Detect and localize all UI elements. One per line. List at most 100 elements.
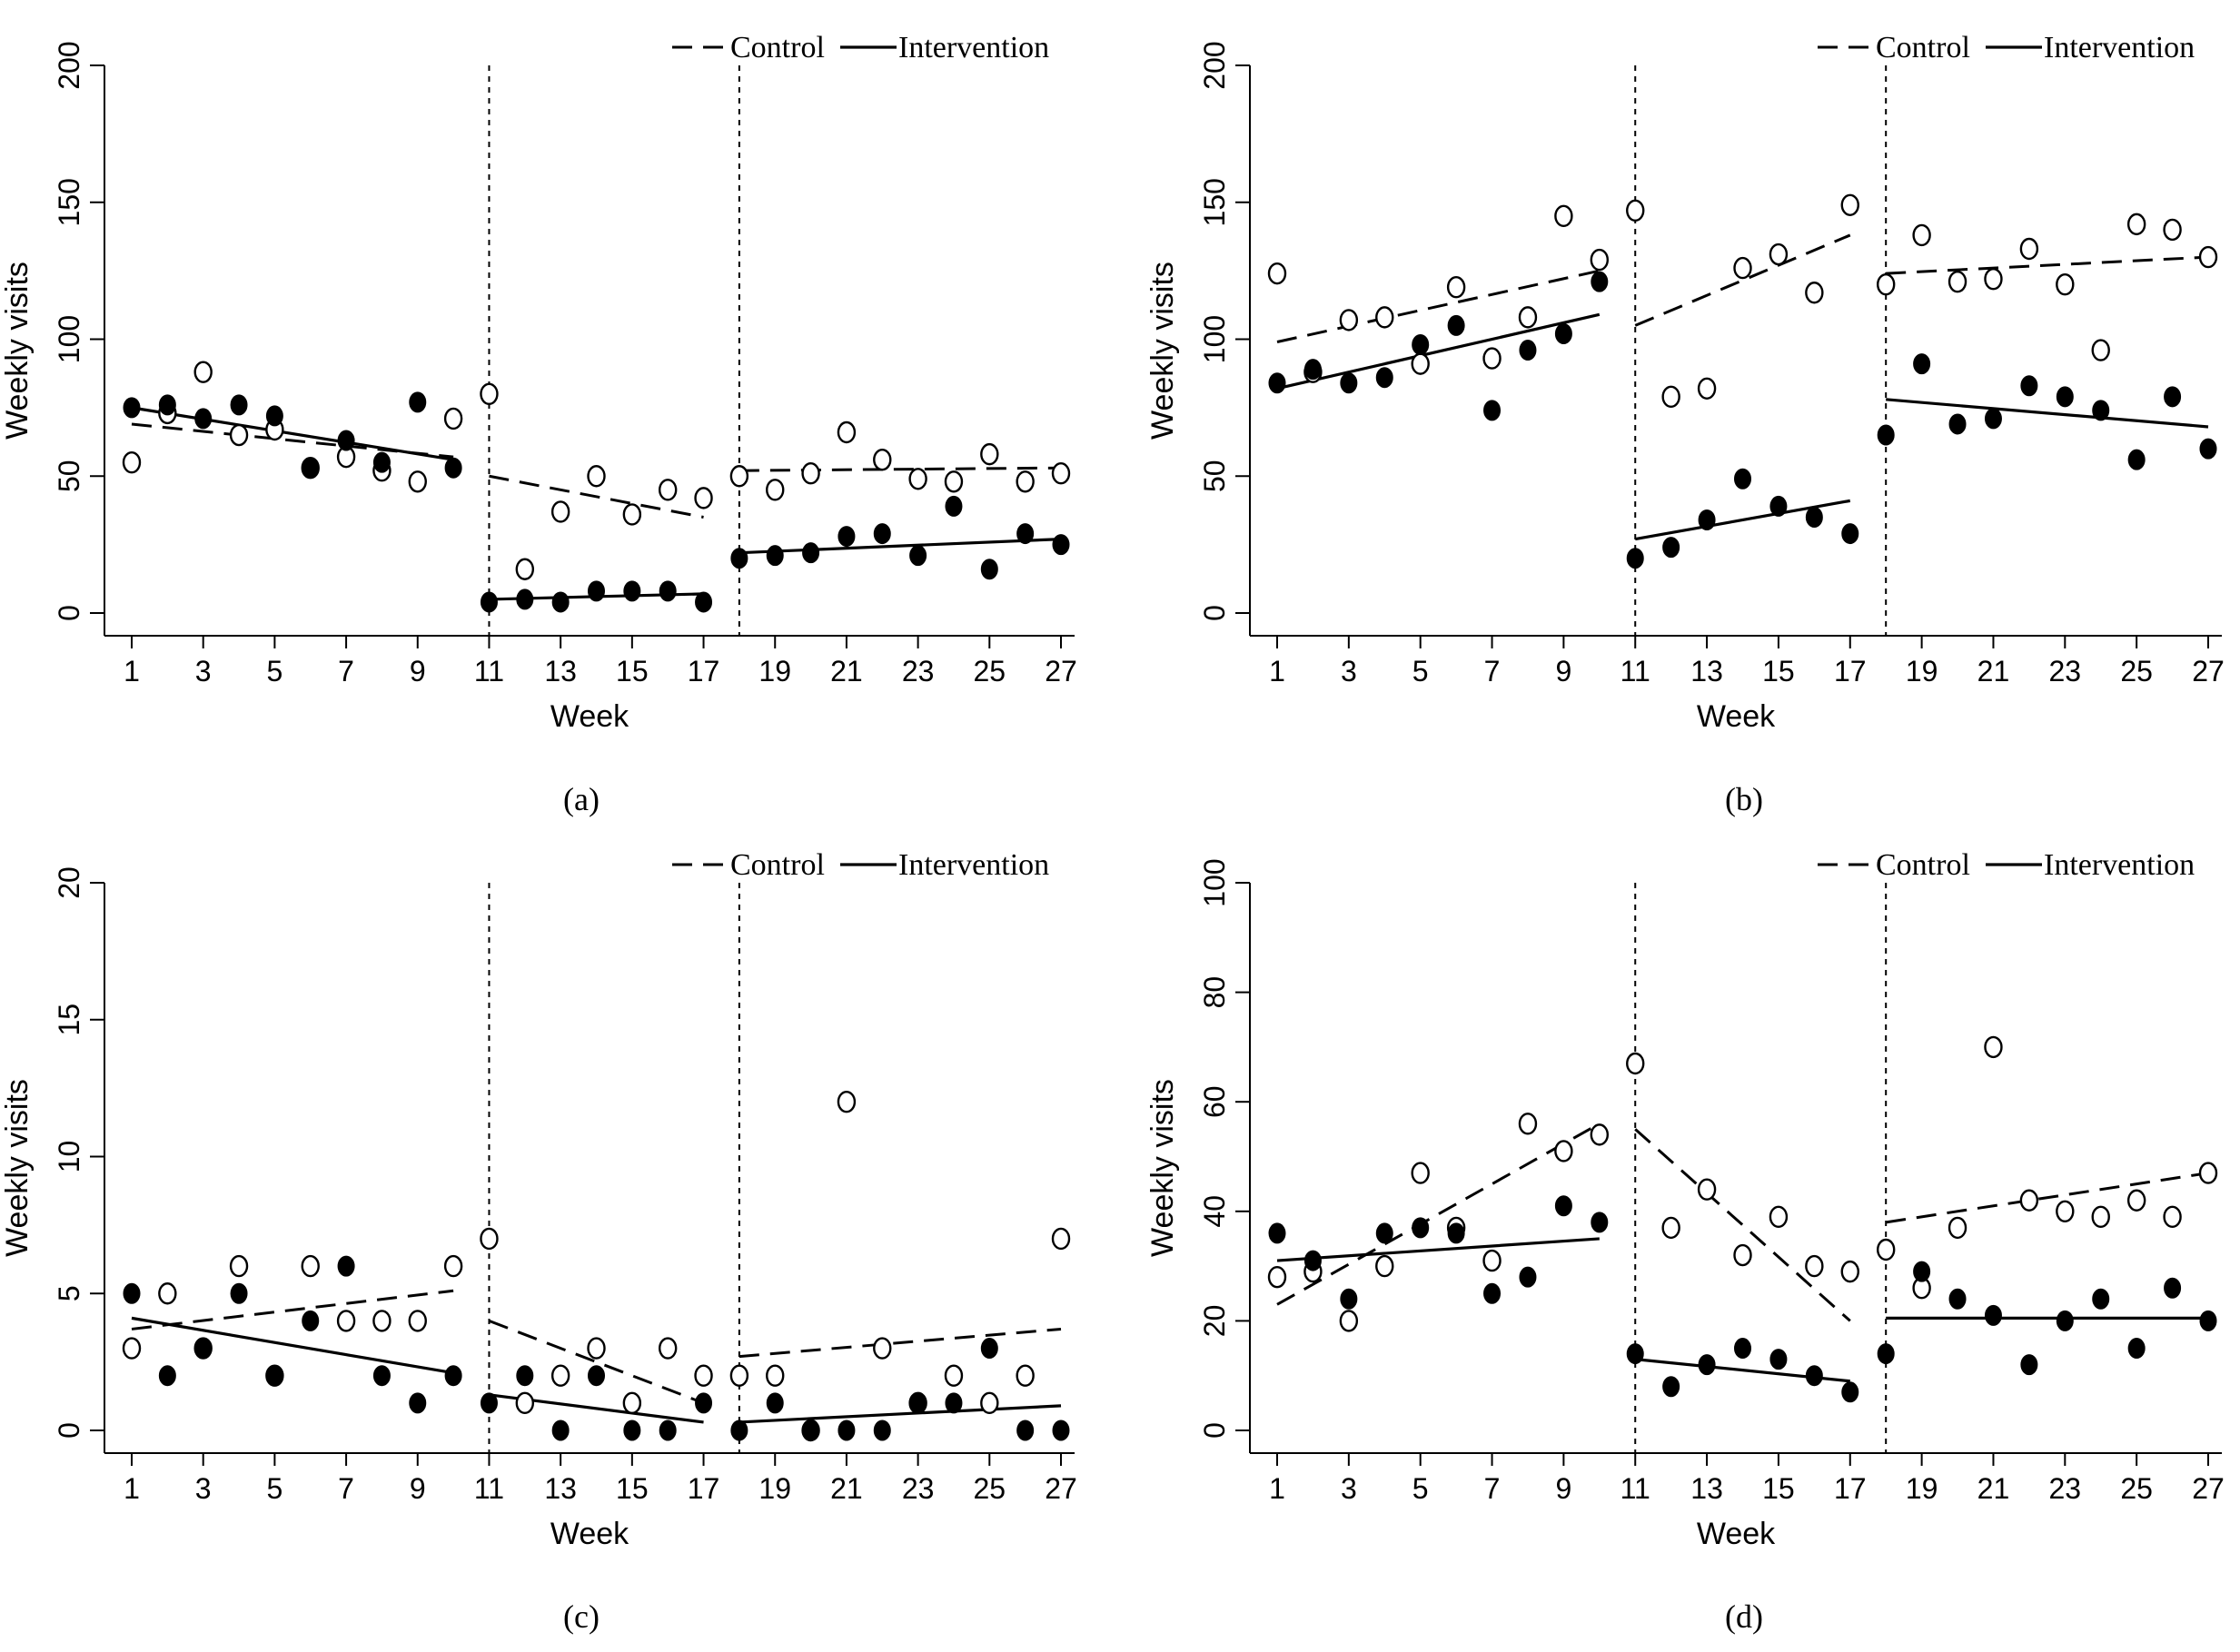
intervention-point (1052, 1420, 1070, 1441)
x-tick-label: 27 (2192, 1472, 2225, 1505)
intervention-point (730, 548, 748, 569)
intervention-point (1626, 1343, 1644, 1365)
intervention-point (337, 430, 355, 451)
intervention-point (838, 526, 856, 548)
x-axis-title: Week (550, 1517, 629, 1551)
x-tick-label: 1 (1269, 1472, 1285, 1505)
x-tick-label: 15 (616, 1472, 649, 1505)
x-tick-label: 19 (1906, 1472, 1938, 1505)
control-fit-line (489, 474, 704, 519)
intervention-point (409, 1392, 427, 1414)
control-point (1554, 204, 1573, 228)
panel-caption: (b) (1725, 781, 1763, 817)
control-point (1339, 309, 1359, 331)
control-point (1769, 242, 1789, 266)
control-point (1733, 256, 1752, 280)
control-fit-line (738, 466, 1062, 472)
intervention-point (2056, 1310, 2074, 1331)
intervention-point (2092, 400, 2110, 421)
legend-intervention-label: Intervention (898, 848, 1049, 882)
control-point (336, 1310, 356, 1332)
x-tick-label: 3 (1341, 655, 1357, 688)
intervention-point (123, 1282, 141, 1304)
control-point (2056, 273, 2075, 296)
control-point (2056, 1200, 2075, 1223)
control-point (801, 462, 820, 485)
intervention-point (1554, 322, 1572, 344)
control-point (550, 1364, 570, 1387)
x-tick-label: 9 (1555, 1472, 1571, 1505)
y-tick-label: 0 (1198, 1422, 1231, 1439)
intervention-point (551, 1420, 570, 1441)
y-tick-label: 150 (53, 178, 85, 226)
y-tick-label: 20 (1198, 1305, 1231, 1338)
control-point (658, 479, 678, 501)
x-tick-label: 25 (974, 655, 1006, 688)
control-fit-line (1634, 1128, 1851, 1322)
intervention-point (265, 1365, 283, 1387)
intervention-point (1948, 413, 1967, 435)
y-tick-label: 60 (1198, 1085, 1231, 1118)
x-tick-label: 27 (1045, 1472, 1077, 1505)
x-tick-label: 27 (1045, 655, 1077, 688)
intervention-point (873, 1420, 891, 1441)
intervention-point (480, 1392, 498, 1414)
intervention-point (1984, 1304, 2002, 1326)
x-tick-label: 3 (195, 1472, 212, 1505)
intervention-point (1519, 340, 1537, 361)
y-axis-title: Weekly visits (1145, 1079, 1180, 1257)
intervention-point (802, 1420, 820, 1441)
x-tick-label: 23 (2049, 1472, 2082, 1505)
x-tick-label: 13 (1690, 655, 1723, 688)
x-tick-label: 15 (1762, 655, 1795, 688)
control-point (766, 1364, 785, 1387)
control-point (1840, 1260, 1859, 1283)
control-point (2019, 237, 2039, 261)
intervention-point (1591, 271, 1609, 292)
x-tick-label: 11 (474, 655, 504, 688)
intervention-point (1483, 1282, 1502, 1304)
control-point (587, 1337, 606, 1360)
intervention-point (1052, 534, 1070, 556)
y-tick-label: 0 (53, 605, 85, 621)
control-point (1554, 1140, 1573, 1162)
x-tick-label: 13 (1690, 1472, 1723, 1505)
x-tick-label: 21 (830, 1472, 863, 1505)
x-tick-label: 15 (1762, 1472, 1795, 1505)
y-tick-label: 100 (1198, 315, 1231, 363)
control-point (729, 465, 749, 488)
x-tick-label: 5 (1412, 655, 1429, 688)
intervention-point (766, 1392, 784, 1414)
control-point (1733, 1243, 1752, 1267)
intervention-point (1734, 1338, 1751, 1360)
control-point (1518, 1113, 1538, 1135)
x-tick-label: 19 (758, 655, 791, 688)
control-fit-line (1886, 255, 2209, 275)
control-point (1948, 270, 1967, 293)
control-point (729, 1364, 749, 1387)
intervention-point (1984, 408, 2002, 430)
x-axis-title: Week (1697, 1517, 1776, 1551)
control-point (1840, 193, 1859, 216)
control-point (372, 1310, 392, 1332)
control-fit-line (738, 1327, 1062, 1359)
x-tick-label: 17 (688, 1472, 720, 1505)
control-point (122, 450, 142, 474)
y-tick-label: 50 (1198, 460, 1231, 492)
control-point (694, 487, 713, 509)
control-point (694, 1364, 713, 1387)
control-point (229, 423, 249, 447)
intervention-fit-line (131, 1316, 454, 1375)
intervention-point (588, 580, 605, 602)
intervention-point (766, 545, 784, 567)
control-fit-line (1885, 1172, 2209, 1224)
intervention-point (409, 391, 427, 413)
intervention-point (194, 408, 213, 430)
control-point (408, 1310, 427, 1332)
intervention-point (2056, 386, 2074, 408)
y-tick-label: 5 (53, 1285, 85, 1301)
intervention-point (1877, 1343, 1895, 1365)
intervention-point (1447, 1222, 1465, 1244)
control-point (658, 1337, 678, 1360)
